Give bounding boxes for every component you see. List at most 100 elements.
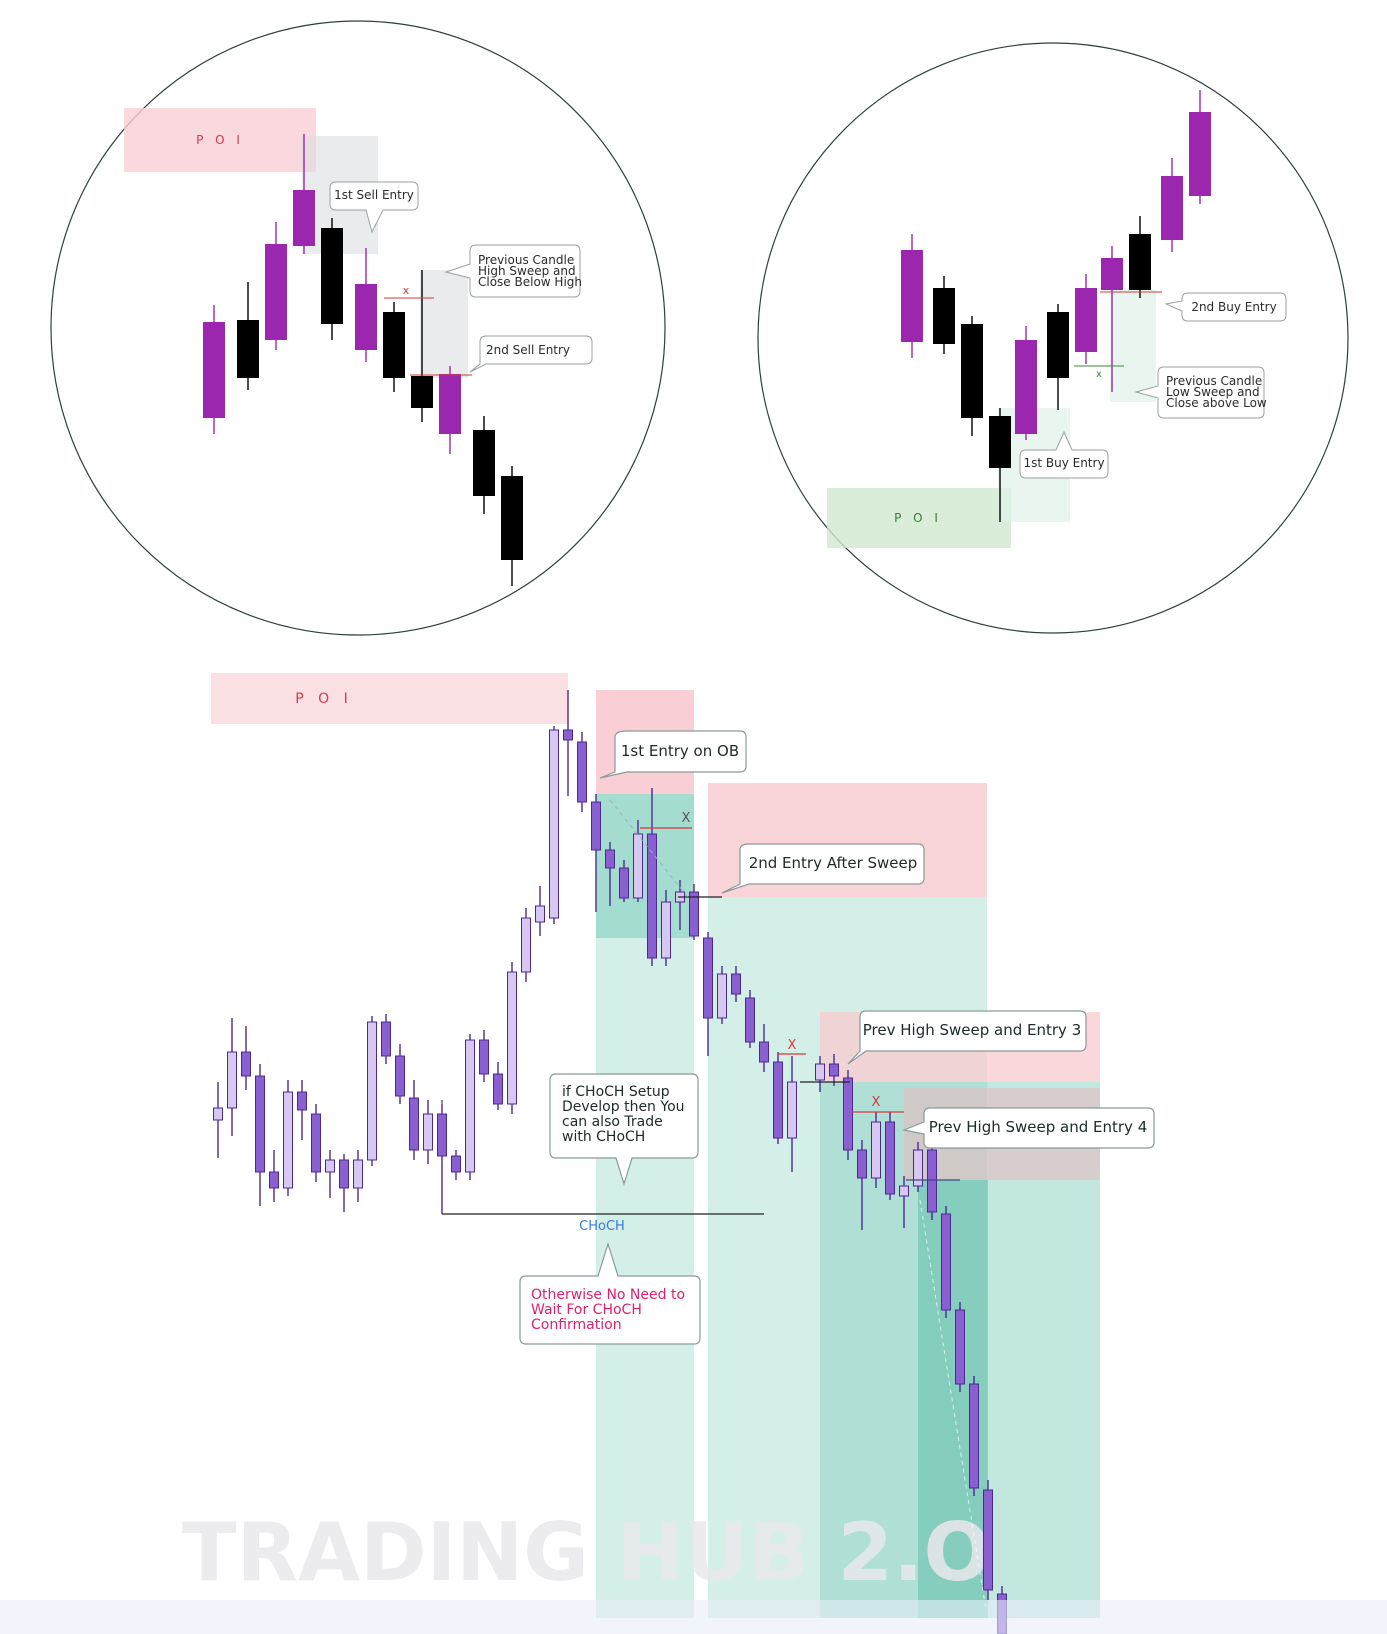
sweep-marker-4: X	[872, 1095, 881, 1110]
projection-4	[919, 1199, 987, 1611]
svg-text:1st Buy Entry: 1st Buy Entry	[1023, 456, 1104, 470]
right-sweep-marker: x	[1096, 369, 1102, 380]
left-candle	[237, 282, 259, 390]
left-candle	[473, 416, 495, 514]
main-poi-label: P O I	[295, 691, 353, 707]
main-candle	[843, 1070, 853, 1160]
callout-otherwise: Otherwise No Need to Wait For CHoCH Conf…	[519, 1241, 701, 1345]
main-candle	[619, 860, 629, 902]
svg-text:Otherwise No Need to: Otherwise No Need to	[531, 1287, 685, 1303]
main-candle	[885, 1112, 895, 1200]
svg-text:Prev High Sweep and Entry 4: Prev High Sweep and Entry 4	[929, 1118, 1147, 1136]
callout-entry-sweep: 2nd Entry After Sweep	[721, 843, 925, 894]
right-candle	[989, 408, 1011, 522]
left-candle	[383, 302, 405, 392]
main-candle	[913, 1142, 923, 1192]
right-candle	[1189, 90, 1211, 204]
main-candle	[269, 1150, 279, 1202]
svg-text:Wait For CHoCH: Wait For CHoCH	[531, 1302, 642, 1318]
main-candle	[969, 1376, 979, 1496]
main-candle	[521, 908, 531, 982]
main-candle	[745, 990, 755, 1048]
main-candle	[227, 1018, 237, 1136]
right-candle	[1161, 158, 1183, 252]
main-candle	[479, 1030, 489, 1082]
left-candles	[203, 134, 523, 586]
right-candle	[961, 316, 983, 436]
right-candle	[1047, 304, 1069, 410]
main-candle	[955, 1302, 965, 1392]
svg-text:with CHoCH: with CHoCH	[562, 1129, 645, 1145]
right-callout-second-entry: 2nd Buy Entry	[1164, 292, 1287, 322]
projection-1	[609, 799, 691, 901]
main-candle	[815, 1056, 825, 1092]
main-candle	[941, 1206, 951, 1318]
svg-text:Confirmation: Confirmation	[531, 1317, 622, 1333]
right-poi-zone	[827, 488, 1011, 548]
main-candles	[213, 690, 1007, 1634]
main-candle	[717, 966, 727, 1024]
right-candle	[1075, 274, 1097, 364]
svg-text:Previous Candle: Previous Candle	[1166, 374, 1262, 388]
svg-text:2nd Buy Entry: 2nd Buy Entry	[1191, 300, 1276, 314]
main-candle	[983, 1480, 993, 1600]
main-candle	[325, 1150, 335, 1198]
main-candle	[605, 842, 615, 906]
left-candle	[439, 366, 461, 454]
svg-text:Previous Candle: Previous Candle	[478, 253, 574, 267]
main-candle	[367, 1016, 377, 1166]
main-candle	[213, 1082, 223, 1158]
main-candle	[283, 1080, 293, 1196]
left-candle	[355, 248, 377, 362]
watermark: TRADING HUB 2.O	[182, 1506, 992, 1599]
main-candle	[759, 1024, 769, 1072]
main-candle	[689, 884, 699, 940]
main-poi-zone	[211, 673, 568, 724]
svg-text:Close above Low: Close above Low	[1166, 396, 1267, 410]
left-sweep-marker: x	[403, 284, 410, 297]
left-candle	[501, 466, 523, 586]
main-candle	[353, 1150, 363, 1202]
left-callout-sweep: Previous Candle High Sweep and Close Bel…	[444, 244, 582, 298]
svg-text:2nd Entry After Sweep: 2nd Entry After Sweep	[749, 854, 918, 872]
main-candle	[563, 690, 573, 796]
left-candle	[411, 270, 433, 422]
main-candle	[829, 1054, 839, 1086]
main-candle	[773, 1052, 783, 1144]
main-candle	[507, 962, 517, 1114]
sweep-marker-3: X	[788, 1038, 797, 1053]
left-callout-second-entry: 2nd Sell Entry	[469, 335, 593, 373]
callout-entry-4: Prev High Sweep and Entry 4	[901, 1107, 1155, 1149]
svg-text:2nd Sell Entry: 2nd Sell Entry	[486, 343, 570, 357]
main-candle	[339, 1154, 349, 1212]
main-candle	[661, 890, 671, 966]
left-candle	[321, 218, 343, 340]
svg-text:Prev High Sweep and Entry 3: Prev High Sweep and Entry 3	[863, 1021, 1081, 1039]
bottom-fade	[0, 1600, 1387, 1634]
left-candle	[293, 134, 315, 254]
left-poi-zone	[124, 108, 316, 172]
right-candle	[1101, 246, 1123, 392]
callout-entry-ob: 1st Entry on OB	[599, 730, 747, 779]
main-candle	[703, 932, 713, 1056]
main-candle	[493, 1062, 503, 1110]
main-candle	[577, 732, 587, 812]
left-callout-first-entry: 1st Sell Entry	[329, 181, 419, 234]
svg-text:Low Sweep and: Low Sweep and	[1166, 385, 1260, 399]
left-entry-zone-2	[420, 270, 468, 378]
svg-text:Develop then You: Develop then You	[562, 1099, 685, 1115]
main-candle	[549, 726, 559, 924]
callout-choch-setup: if CHoCH Setup Develop then You can also…	[549, 1073, 699, 1187]
right-entry-zone-2	[1110, 290, 1156, 402]
right-candle	[901, 234, 923, 358]
main-candle	[857, 1140, 867, 1230]
choch-label: CHoCH	[579, 1219, 625, 1234]
right-candle	[933, 276, 955, 354]
right-candle	[1015, 326, 1037, 440]
left-candle	[203, 305, 225, 434]
main-candle	[731, 966, 741, 1002]
main-candle	[871, 1112, 881, 1188]
main-candle	[297, 1080, 307, 1140]
main-candle	[633, 820, 643, 902]
